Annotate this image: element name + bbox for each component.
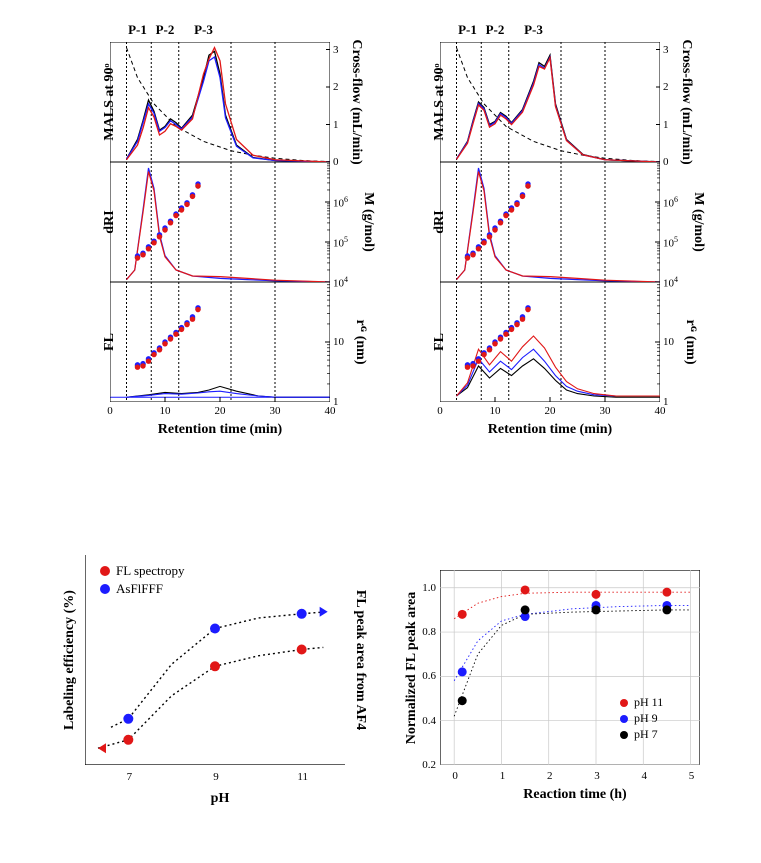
colA-dri-svg [110,162,330,282]
colB-mals-R: Cross-flow (mL/min) [678,32,694,172]
colB-rg-tick-1: 10 [663,336,683,348]
colA-cf-tick-3: 3 [333,44,345,56]
bl-ylab-left: Labeling efficiency (%) [62,575,78,745]
colB-M-tick-4: 104 [663,275,687,290]
colA-cf-tick-1: 1 [333,119,345,131]
colB-M-tick-5: 105 [663,235,687,250]
br-xlabel: Reaction time (h) [510,787,640,803]
colA-rg-tick-1: 10 [333,336,353,348]
br-xtick-3: 3 [591,770,603,782]
br-ytick-0.2: 0.2 [412,759,436,771]
colB-xtick-30: 30 [597,405,613,417]
colB-xtick-10: 10 [487,405,503,417]
br-legend-0: pH 11 [620,695,663,710]
colA-M-tick-6: 106 [333,195,357,210]
colB-xtick-40: 40 [652,405,668,417]
colB-M-tick-6: 106 [663,195,687,210]
br-legend-1: pH 9 [620,711,658,726]
colB-fl-L: FL [432,282,448,402]
colA-xtick-20: 20 [212,405,228,417]
bl-xtick-11: 11 [296,771,310,783]
br-xtick-1: 1 [496,770,508,782]
colA-toplabel-1: P-2 [150,22,180,38]
colB-xtick-20: 20 [542,405,558,417]
colA-xtick-0: 0 [102,405,118,417]
colA-M-tick-4: 104 [333,275,357,290]
colB-mals-svg [440,42,660,162]
colB-fl-R: rᴳ (nm) [682,302,698,382]
colA-dri-R: M (g/mol) [360,172,376,272]
br-xtick-2: 2 [544,770,556,782]
colA-cf-tick-2: 2 [333,81,345,93]
colB-toplabel-2: P-3 [519,22,549,38]
colA-fl-L: FL [102,282,118,402]
bl-xtick-7: 7 [122,771,136,783]
colA-M-tick-5: 105 [333,235,357,250]
colA-cf-tick-0: 0 [333,156,345,168]
colB-xtick-0: 0 [432,405,448,417]
colB-toplabel-0: P-1 [453,22,483,38]
br-xtick-0: 0 [449,770,461,782]
colB-cf-tick-2: 2 [663,81,675,93]
colB-dri-svg [440,162,660,282]
colB-dri-L: dRI [432,162,448,282]
colB-xlabel: Retention time (min) [480,422,620,438]
bl-legend-0: FL spectropy [100,563,184,579]
br-xtick-4: 4 [638,770,650,782]
colA-fl-R: rᴳ (nm) [352,302,368,382]
bl-xlabel: pH [200,791,240,807]
br-ylabel: Normalized FL peak area [404,578,420,758]
colB-cf-tick-0: 0 [663,156,675,168]
colA-toplabel-0: P-1 [123,22,153,38]
br-xtick-5: 5 [686,770,698,782]
colA-toplabel-2: P-3 [189,22,219,38]
colA-mals-svg [110,42,330,162]
br-svg [440,570,700,765]
colA-dri-L: dRI [102,162,118,282]
br-legend-2: pH 7 [620,727,658,742]
colB-dri-R: M (g/mol) [690,172,706,272]
colA-fl-svg [110,282,330,402]
colA-mals-L: MALS at 90ᵒ [102,42,118,162]
colA-xtick-30: 30 [267,405,283,417]
colA-mals-R: Cross-flow (mL/min) [348,32,364,172]
bl-ylab-right: FL peak area from AF4 [352,575,368,745]
colB-cf-tick-1: 1 [663,119,675,131]
colA-xlabel: Retention time (min) [150,422,290,438]
colB-toplabel-1: P-2 [480,22,510,38]
colA-xtick-40: 40 [322,405,338,417]
bl-xtick-9: 9 [209,771,223,783]
colB-fl-svg [440,282,660,402]
colB-mals-L: MALS at 90ᵒ [432,42,448,162]
bl-legend-1: AsFlFFF [100,581,163,597]
colA-xtick-10: 10 [157,405,173,417]
colB-cf-tick-3: 3 [663,44,675,56]
